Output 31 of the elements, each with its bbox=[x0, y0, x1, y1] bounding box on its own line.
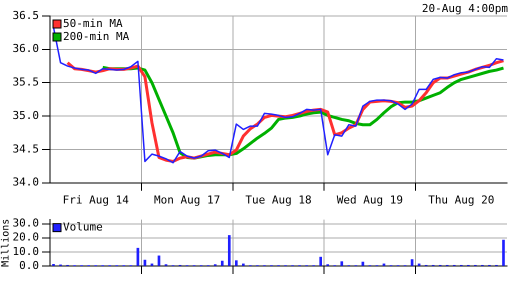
bar bbox=[340, 261, 344, 266]
y-axis-title: Millions bbox=[0, 218, 12, 267]
bar bbox=[362, 262, 364, 266]
bar bbox=[228, 235, 231, 266]
bar bbox=[144, 260, 146, 266]
legend-label: 200-min MA bbox=[63, 30, 130, 43]
y-tick-label: 30.0 bbox=[12, 216, 39, 230]
x-tick-label: Mon Aug 17 bbox=[154, 193, 220, 206]
y-tick-label: 36.5 bbox=[12, 8, 39, 22]
bar bbox=[319, 256, 322, 266]
x-tick-label: Wed Aug 19 bbox=[336, 193, 404, 206]
x-tick-label: Thu Aug 20 bbox=[428, 193, 494, 206]
y-tick-label: 10.0 bbox=[12, 244, 39, 258]
bar bbox=[234, 260, 238, 266]
bar bbox=[410, 259, 414, 266]
text: 20-Aug 4:00pm bbox=[422, 2, 508, 15]
y-tick-label: 35.0 bbox=[12, 108, 39, 122]
legend-label: Volume bbox=[63, 220, 103, 234]
y-tick-label: 34.5 bbox=[12, 142, 39, 156]
legend-label: 50-min MA bbox=[63, 16, 123, 30]
x-tick-label: Fri Aug 14 bbox=[62, 193, 130, 206]
y-tick-label: 20.0 bbox=[12, 230, 39, 244]
y-tick-label: 34.0 bbox=[12, 176, 39, 189]
bar bbox=[158, 256, 160, 266]
y-tick-label: 0.0 bbox=[19, 258, 39, 272]
x-tick-label: Tue Aug 18 bbox=[245, 193, 312, 206]
y-tick-label: 36.0 bbox=[12, 42, 39, 56]
y-tick-label: 35.5 bbox=[12, 76, 39, 89]
bar bbox=[220, 260, 224, 266]
bar bbox=[502, 240, 505, 266]
bar bbox=[136, 248, 140, 266]
